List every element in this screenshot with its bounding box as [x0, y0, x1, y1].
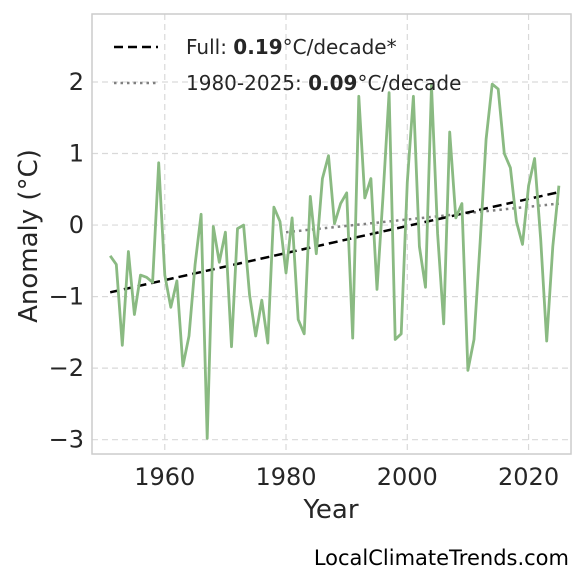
y-tick-label: 1: [69, 140, 84, 168]
legend-recent-prefix: 1980-2025:: [186, 71, 308, 95]
legend-recent-value: 0.09: [308, 71, 357, 95]
y-tick-labels: −3 −2 −1 0 1 2: [49, 68, 84, 454]
legend-full-prefix: Full:: [186, 35, 233, 59]
legend-full-text: Full: 0.19°C/decade*: [186, 35, 397, 59]
watermark: LocalClimateTrends.com: [313, 546, 569, 570]
y-axis-label: Anomaly (°C): [14, 149, 44, 323]
x-tick-label: 2000: [377, 463, 438, 491]
y-tick-label: 0: [69, 211, 84, 239]
series-layer: [109, 82, 561, 440]
y-tick-label: −1: [49, 283, 84, 311]
legend-full-value: 0.19: [233, 35, 282, 59]
grid: [92, 14, 571, 454]
legend-full-suffix: °C/decade*: [283, 35, 397, 59]
full-trend-line: [109, 190, 560, 294]
y-tick-label: 2: [69, 68, 84, 96]
y-tick-label: −2: [49, 354, 84, 382]
trend-lines: [109, 190, 560, 294]
x-tick-label: 2020: [498, 463, 559, 491]
x-axis-label: Year: [302, 495, 358, 525]
x-tick-label: 1980: [255, 463, 316, 491]
legend-recent-suffix: °C/decade: [357, 71, 461, 95]
legend: Full: 0.19°C/decade* 1980-2025: 0.09°C/d…: [114, 35, 461, 95]
plot-frame: [91, 13, 572, 455]
x-tick-labels: 1960 1980 2000 2020: [134, 463, 559, 491]
legend-recent-text: 1980-2025: 0.09°C/decade: [186, 71, 461, 95]
y-tick-label: −3: [49, 426, 84, 454]
recent-trend-line: [285, 202, 560, 234]
series-line: [109, 82, 561, 440]
x-tick-label: 1960: [134, 463, 195, 491]
